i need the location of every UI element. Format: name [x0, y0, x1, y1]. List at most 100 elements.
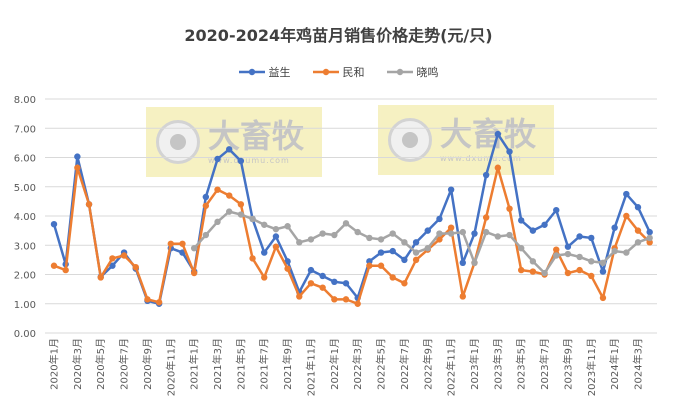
x-tick-label: 2023年3月 [491, 338, 504, 390]
data-point [611, 224, 618, 231]
data-point [401, 239, 408, 246]
data-point [401, 256, 408, 264]
data-point [424, 244, 431, 252]
data-point [109, 255, 116, 262]
data-point [447, 230, 455, 237]
data-point [50, 262, 58, 269]
data-point [261, 249, 268, 256]
data-point [646, 239, 653, 246]
series-line-民和 [53, 166, 651, 305]
data-point [482, 171, 490, 179]
data-point [272, 233, 280, 240]
data-point [342, 220, 350, 227]
data-point [377, 236, 385, 243]
watermark-url: www.dxumu.com [440, 154, 522, 163]
data-point [249, 215, 256, 223]
data-point [144, 296, 151, 303]
data-point [319, 284, 326, 291]
legend-marker-icon [238, 68, 265, 76]
data-point [284, 265, 291, 272]
data-point [588, 258, 595, 265]
data-point [623, 190, 630, 198]
data-point [226, 192, 233, 199]
x-tick-label: 2024年3月 [632, 338, 645, 390]
data-point [284, 223, 291, 230]
data-point [471, 230, 478, 237]
data-point [506, 148, 513, 155]
data-point [249, 255, 256, 262]
data-point [74, 164, 81, 171]
watermark-brand: 大畜牧 [208, 117, 305, 155]
data-point [634, 239, 642, 246]
data-point [109, 262, 116, 269]
x-tick-label: 2024年1月 [608, 338, 621, 390]
legend-item: 晓鸣 [386, 64, 439, 80]
data-point [272, 225, 280, 233]
legend-label: 民和 [342, 66, 365, 79]
y-tick-label: 2.00 [14, 271, 36, 282]
data-point [623, 212, 630, 220]
y-tick-label: 7.00 [14, 124, 36, 135]
data-point [389, 247, 396, 255]
data-point [97, 274, 104, 281]
data-point [541, 269, 548, 277]
data-point [611, 247, 618, 255]
legend-label: 益生 [268, 66, 291, 79]
data-point [389, 230, 396, 237]
data-point [261, 221, 268, 228]
watermark-brand: 大畜牧 [440, 115, 537, 153]
data-point [459, 259, 466, 266]
data-point [202, 202, 210, 209]
data-point [366, 258, 373, 265]
data-point [518, 217, 525, 224]
x-tick-label: 2022年3月 [351, 338, 364, 390]
data-point [331, 296, 338, 303]
data-point [541, 221, 548, 228]
legend: 益生 民和 晓鸣 [0, 64, 677, 80]
data-point [646, 234, 653, 242]
x-tick-label: 2023年7月 [538, 338, 551, 390]
data-point [588, 272, 595, 280]
data-point [553, 246, 560, 253]
data-point [354, 300, 361, 307]
data-point [307, 236, 315, 243]
data-point [331, 231, 338, 239]
x-tick-label: 2023年1月 [468, 338, 481, 390]
y-tick-label: 4.00 [14, 212, 36, 223]
data-point [576, 253, 583, 261]
data-point [226, 208, 233, 215]
data-point [62, 266, 69, 274]
data-point [482, 228, 490, 236]
x-tick-label: 2021年1月 [188, 338, 201, 390]
data-point [529, 227, 537, 234]
data-point [529, 268, 537, 275]
data-point [599, 259, 607, 266]
data-point [634, 204, 642, 211]
x-tick-label: 2023年11月 [585, 338, 598, 396]
legend-marker-icon [312, 68, 339, 76]
x-tick-label: 2022年11月 [445, 338, 458, 396]
data-point [412, 249, 420, 256]
data-point [296, 293, 303, 300]
data-point [237, 157, 245, 165]
data-point [436, 230, 443, 237]
data-point [459, 293, 466, 300]
data-point [412, 256, 420, 264]
data-point [389, 274, 396, 281]
data-point [307, 280, 315, 287]
watermark-text-group: 大畜牧 www.dxumu.com [440, 116, 536, 164]
data-point [377, 249, 385, 256]
data-point [342, 296, 350, 303]
x-tick-label: 2021年7月 [258, 338, 271, 390]
data-point [518, 244, 525, 252]
data-point [553, 206, 560, 214]
data-point [412, 239, 420, 246]
y-tick-label: 5.00 [14, 183, 36, 194]
data-point [576, 266, 583, 274]
data-point [377, 262, 385, 269]
y-tick-label: 0.00 [14, 329, 36, 340]
series-line-益生 [52, 132, 651, 305]
data-point [190, 269, 198, 277]
data-point [214, 186, 221, 193]
